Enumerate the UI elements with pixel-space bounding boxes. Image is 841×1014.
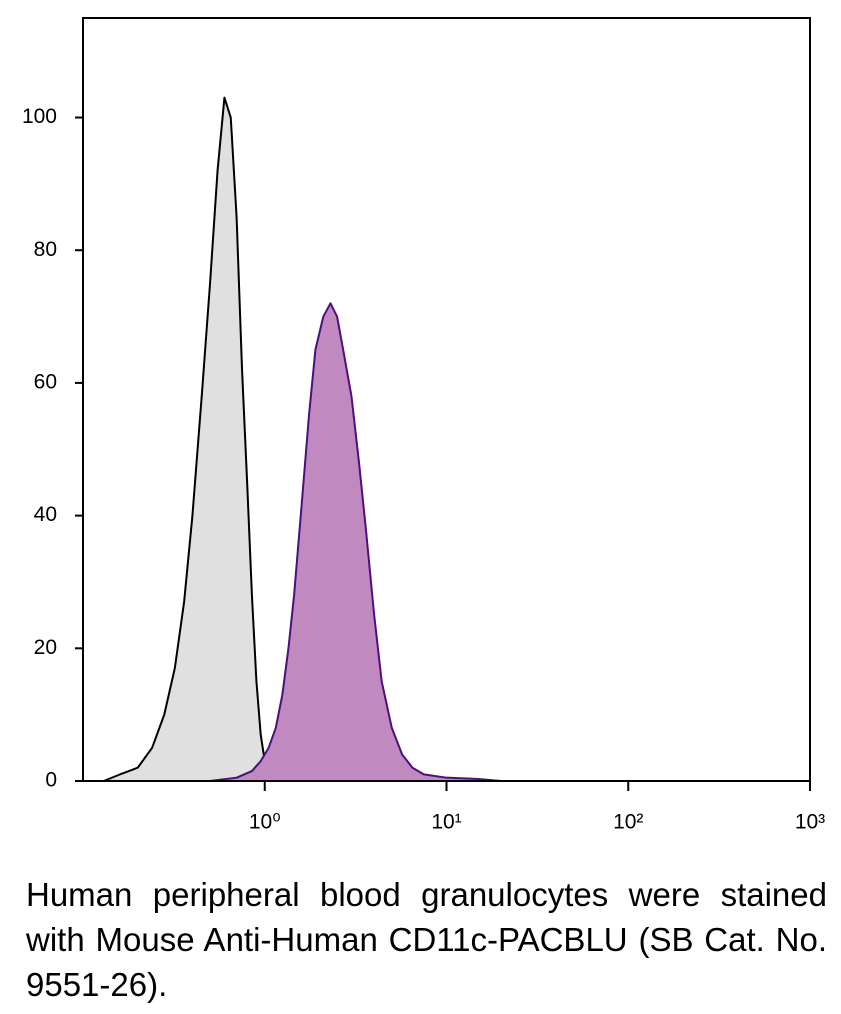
y-tick-label: 80 (34, 238, 57, 261)
chart: 0 20 40 60 80 100 10⁰ 10¹ 10² 10³ (22, 17, 825, 834)
y-tick-label: 60 (34, 370, 57, 393)
y-tick-label: 100 (22, 105, 57, 128)
y-tick-label: 20 (34, 636, 57, 659)
y-tick-label: 40 (34, 503, 57, 526)
caption: Human peripheral blood granulocytes were… (26, 876, 827, 1003)
x-tick-label: 10⁰ (249, 811, 281, 834)
x-tick-label: 10² (613, 811, 643, 834)
histogram-area (209, 302, 503, 782)
x-tick-label: 10¹ (431, 811, 461, 834)
y-tick-label: 0 (45, 769, 57, 792)
x-tick-label: 10³ (795, 811, 825, 834)
